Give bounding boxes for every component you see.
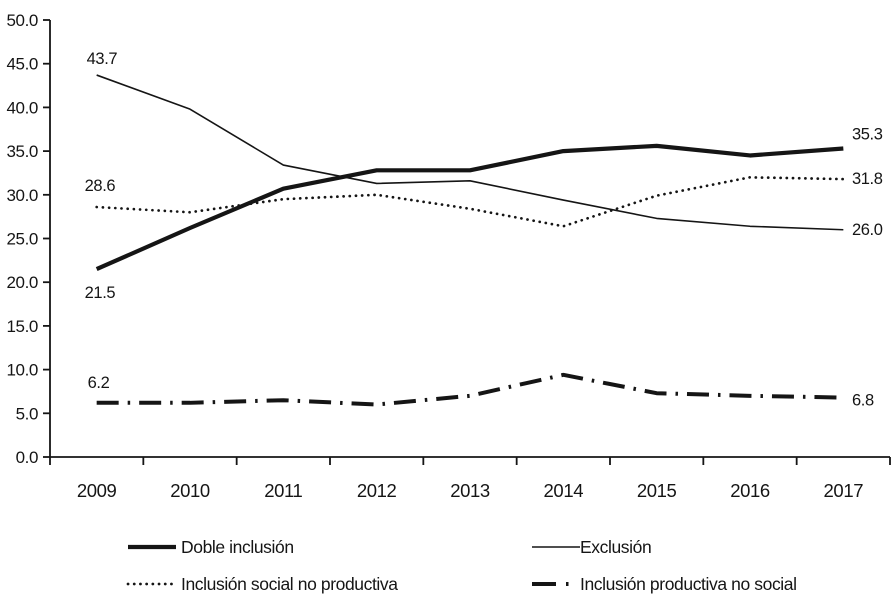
data-label-last-inclusion-productiva-no-social: 6.8	[852, 392, 874, 410]
y-axis-tick-label: 25.0	[7, 230, 39, 249]
series-line-exclusion	[96, 74, 844, 231]
data-label-first-doble-inclusion: 21.5	[85, 284, 116, 302]
x-axis-tick-label: 2009	[77, 480, 117, 501]
y-axis-tick-label: 0.0	[16, 448, 38, 467]
series-line-doble-inclusion	[95, 143, 844, 272]
axes	[43, 19, 891, 465]
y-axis-tick-label: 35.0	[7, 142, 39, 161]
legend-label: Exclusión	[580, 537, 651, 557]
x-axis-tick-label: 2013	[450, 480, 490, 501]
legend-label: Inclusión social no productiva	[181, 574, 398, 594]
y-axis-tick-label: 45.0	[7, 55, 39, 74]
legend-item-inclusion-social-no-productiva: Inclusión social no productiva	[126, 574, 399, 594]
legend-label: Doble inclusión	[181, 537, 294, 557]
chart-legend: Doble inclusión Exclusión Inclusión social…	[126, 537, 797, 594]
data-label-first-exclusion: 43.7	[87, 50, 118, 68]
data-label-first-inclusion-social-no-productiva: 28.6	[85, 177, 116, 195]
legend-item-exclusion: Exclusión	[532, 537, 652, 557]
x-axis-tick-label: 2016	[730, 480, 770, 501]
data-label-last-exclusion: 26.0	[852, 221, 883, 239]
x-axis-tick-label: 2010	[170, 480, 210, 501]
x-axis-tick-label: 2014	[544, 480, 584, 501]
legend-label: Inclusión productiva no social	[580, 574, 797, 594]
x-axis-tick-label: 2012	[357, 480, 397, 501]
legend-item-doble-inclusion: Doble inclusión	[128, 537, 294, 557]
y-axis-tick-label: 10.0	[7, 361, 39, 380]
y-axis-tick-label: 20.0	[7, 273, 39, 292]
x-axis-tick-label: 2017	[824, 480, 864, 501]
y-axis-tick-label: 15.0	[7, 317, 39, 336]
data-label-last-doble-inclusion: 35.3	[852, 125, 883, 143]
y-axis-tick-label: 50.0	[7, 11, 39, 30]
y-axis-tick-label: 5.0	[16, 404, 38, 423]
series-line-inclusion-productiva-no-social	[96, 372, 844, 407]
data-label-first-inclusion-productiva-no-social: 6.2	[88, 374, 110, 392]
y-axis-tick-label: 30.0	[7, 186, 39, 205]
y-axis-tick-label: 40.0	[7, 98, 39, 117]
x-axis-tick-label: 2011	[264, 480, 302, 501]
data-label-last-inclusion-social-no-productiva: 31.8	[852, 170, 883, 188]
x-axis-tick-label: 2015	[637, 480, 677, 501]
legend-item-inclusion-productiva-no-social: Inclusión productiva no social	[532, 574, 797, 594]
series-line-inclusion-social-no-productiva	[95, 175, 845, 228]
